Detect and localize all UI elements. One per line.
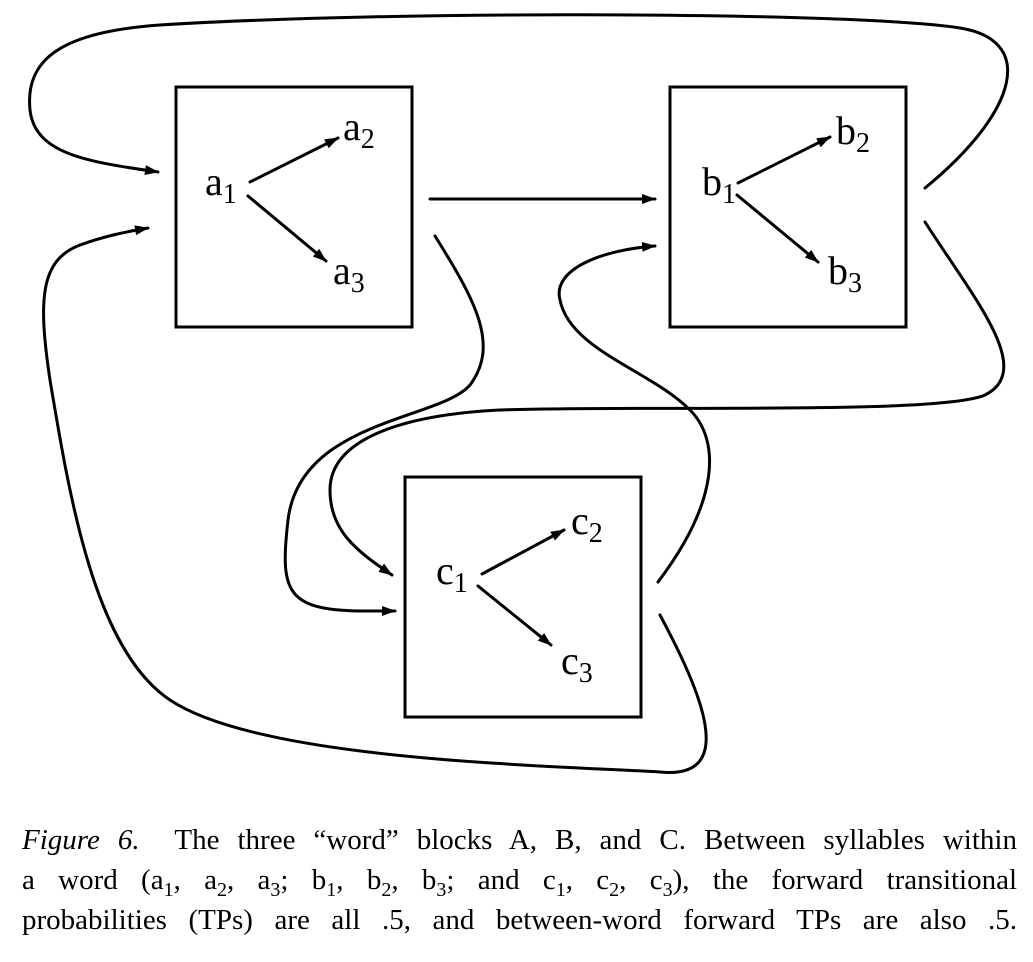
arrow-b-to-c: [328, 220, 1006, 577]
arrow-c1-c3: [476, 584, 553, 647]
arrow-a-to-c: [283, 234, 485, 616]
syllable-b2: b2: [836, 108, 870, 159]
caption-line-1-text: The three “word” blocks A, B, and C. Bet…: [174, 824, 1017, 856]
syllable-c2: c2: [571, 498, 603, 549]
syllable-a3: a3: [333, 248, 365, 299]
block-c-box: [403, 475, 643, 719]
arrow-c1-c2: [480, 528, 566, 576]
arrow-b1-b2: [736, 135, 832, 185]
block-a-box: [174, 85, 414, 329]
arrow-c-to-b: [557, 241, 712, 584]
syllable-b1: b1: [702, 159, 736, 210]
figure-label: Figure 6.: [22, 824, 140, 856]
syllable-b3: b3: [828, 248, 862, 299]
syllable-a2: a2: [343, 104, 375, 155]
caption-line-1: Figure 6. The three “word” blocks A, B, …: [22, 820, 1017, 860]
syllable-c1: c1: [436, 548, 468, 599]
word-blocks-diagram: a1 a2 a3 b1 b2 b3 c1 c2: [28, 13, 1010, 774]
arrow-a1-a2: [248, 136, 340, 184]
figure-caption: Figure 6. The three “word” blocks A, B, …: [22, 820, 1017, 940]
block-a: a1 a2 a3: [174, 85, 414, 329]
arrow-b1-b3: [735, 193, 820, 264]
arrow-a1-a3: [246, 194, 328, 263]
arrow-c-to-a-bottom-loop: [42, 225, 708, 774]
syllable-a1: a1: [205, 159, 237, 210]
syllable-c3: c3: [561, 638, 593, 689]
block-b-box: [668, 85, 908, 329]
arrow-b-to-a-top-loop: [28, 13, 1010, 190]
block-c: c1 c2 c3: [403, 475, 643, 719]
caption-line-3: probabilities (TPs) are all .5, and betw…: [22, 904, 1017, 936]
block-b: b1 b2 b3: [668, 85, 908, 329]
caption-line-2: a word (a1, a2, a3; b1, b2, b3; and c1, …: [22, 864, 1018, 901]
